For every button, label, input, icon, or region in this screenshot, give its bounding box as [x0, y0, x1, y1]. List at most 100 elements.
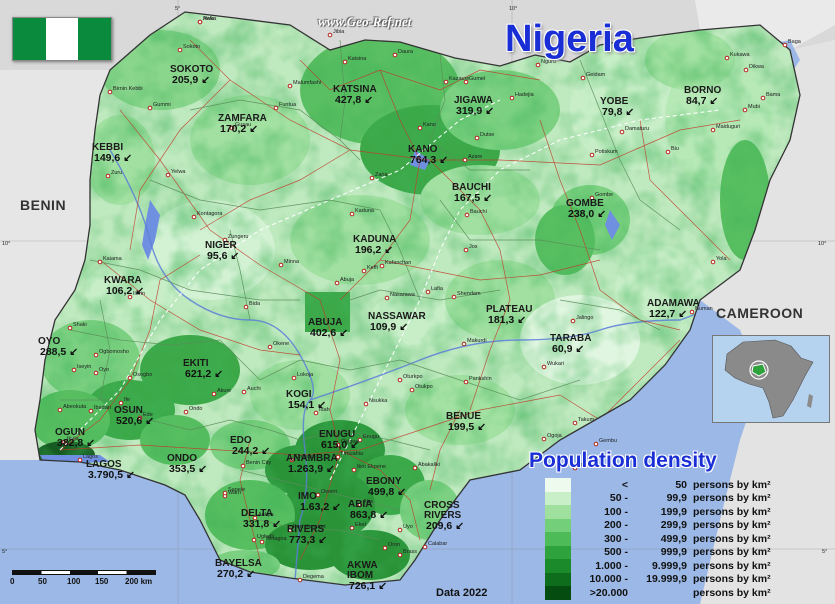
city-dot: [127, 294, 133, 300]
city-marker: Eket: [349, 522, 366, 531]
city-name: Owerri: [321, 489, 337, 495]
city-marker: Mubi: [742, 104, 760, 113]
state-name: OYO: [38, 336, 60, 347]
state-name: BENUE: [446, 411, 481, 422]
city-name: Aba: [363, 499, 374, 505]
city-name: Otukpo: [415, 384, 433, 390]
city-marker: Lokoja: [291, 372, 314, 381]
city-name: Abakaliki: [418, 462, 440, 468]
credit-text[interactable]: www.Geo-Ref.net: [318, 14, 412, 29]
city-marker: Aba: [357, 499, 374, 508]
legend-swatch: [545, 491, 571, 505]
city-marker: Benin City: [240, 460, 271, 469]
legend-row: 10.000 - 19.999,9 persons by km²: [545, 572, 771, 586]
city-marker: Degema: [297, 574, 325, 583]
city-dot: [222, 490, 228, 496]
city-dot: [273, 105, 279, 111]
city-dot: [165, 172, 171, 178]
city-marker: Kaduna: [349, 208, 375, 217]
city-name: Yenagoa: [265, 536, 287, 542]
legend-swatch: [545, 532, 571, 546]
city-marker: Yenagoa: [259, 536, 287, 545]
city-name: Warri: [228, 490, 241, 496]
city-dot: [541, 364, 547, 370]
city-marker: Zungeru: [222, 234, 249, 243]
state-name: DELTA: [241, 508, 273, 519]
city-name: Ede: [143, 412, 153, 418]
state-name: YOBE: [600, 96, 629, 107]
state-density: 122,7 ↙: [649, 308, 687, 320]
city-marker: Onitsha: [289, 454, 315, 463]
city-dot: [197, 19, 203, 25]
city-dot: [589, 195, 595, 201]
city-name: Lafia: [431, 286, 444, 292]
state-density: 863,8 ↙: [350, 509, 388, 521]
city-name: Ife: [124, 397, 130, 403]
city-dot: [451, 294, 457, 300]
city-name: Kano: [423, 122, 436, 128]
state-density: 84,7 ↙: [686, 95, 718, 107]
city-dot: [397, 552, 403, 558]
city-name: Brass: [403, 549, 417, 555]
svg-text:10°: 10°: [2, 241, 10, 247]
scale-label: 50: [38, 577, 47, 586]
city-dot: [357, 437, 363, 443]
legend-row: 200 - 299,9 persons by km²: [545, 518, 771, 532]
city-marker: Ede: [137, 412, 153, 421]
city-dot: [61, 439, 67, 445]
city-marker: Potiskum: [589, 149, 618, 158]
city-marker: Uyo: [397, 524, 413, 533]
data-year: Data 2022: [436, 587, 488, 599]
city-dot: [724, 55, 730, 61]
legend-from: 10.000 -: [589, 573, 628, 586]
city-name: Numan: [695, 306, 713, 312]
state-name: LAGOS: [86, 459, 122, 470]
city-name: Zungeru: [228, 234, 249, 240]
city-marker: Yola: [710, 256, 727, 265]
city-dot: [570, 318, 576, 324]
city-dot: [287, 527, 293, 533]
state-name: ZAMFARA: [218, 113, 267, 124]
city-dot: [665, 149, 671, 155]
svg-text:5°: 5°: [175, 6, 180, 12]
city-marker: Okene: [267, 341, 289, 350]
city-name: Funtua: [279, 102, 297, 108]
legend-unit: persons by km²: [693, 546, 771, 559]
city-name: Kazaure: [449, 76, 470, 82]
map-title: Nigeria: [505, 18, 634, 60]
city-name: Makurdi: [467, 338, 487, 344]
city-dot: [397, 527, 403, 533]
city-dot: [137, 415, 143, 421]
city-name: Gummi: [153, 102, 171, 108]
city-name: Ilorin: [133, 291, 145, 297]
state-density: 244,2 ↙: [232, 445, 270, 457]
city-dot: [241, 389, 247, 395]
state-name: CROSS: [424, 500, 460, 511]
city-marker: Gumel: [463, 76, 485, 85]
city-name: Abuja: [340, 277, 355, 283]
city-dot: [742, 107, 748, 113]
city-name: Kontagora: [197, 211, 223, 217]
legend-from: 300 -: [604, 532, 628, 545]
legend-unit: persons by km²: [693, 573, 771, 586]
city-dot: [67, 325, 73, 331]
state-name: EKITI: [183, 358, 209, 369]
city-dot: [243, 304, 249, 310]
city-marker: Umuahia: [335, 451, 364, 460]
city-marker: Geidam: [580, 72, 606, 81]
legend-to: 499,9: [660, 532, 687, 545]
city-marker: Abeokuta: [57, 404, 87, 413]
state-name: KADUNA: [353, 234, 396, 245]
city-marker: Ikot Ekpene: [351, 464, 386, 473]
legend-unit: persons by km²: [693, 586, 771, 599]
state-density: 238,0 ↙: [568, 208, 606, 220]
city-marker: Owerri: [315, 489, 337, 498]
scale-label: 150: [95, 577, 109, 586]
legend-swatch: [545, 559, 571, 573]
